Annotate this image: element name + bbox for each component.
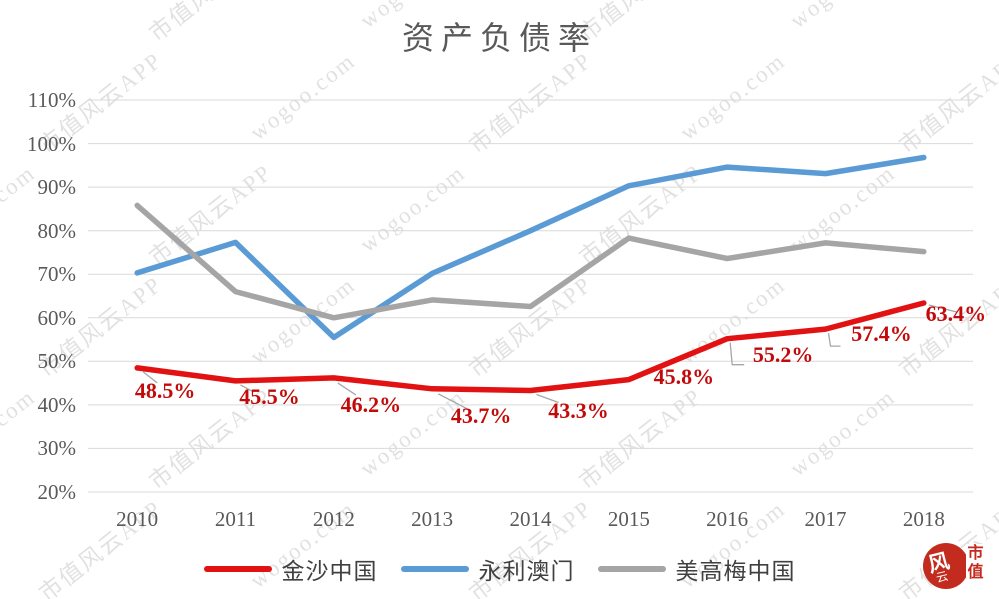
series-line-1 — [134, 154, 927, 341]
x-axis-label: 2018 — [902, 507, 945, 531]
x-axis-label: 2017 — [804, 507, 847, 531]
x-axis-label: 2016 — [706, 507, 749, 531]
x-axis-label: 2012 — [312, 507, 355, 531]
leader-line — [240, 384, 254, 393]
leader-line — [729, 342, 745, 366]
logo-seal-circle — [923, 543, 969, 589]
data-label: 43.7% — [450, 402, 512, 428]
legend-swatch — [203, 566, 272, 572]
y-axis-label: 50% — [37, 349, 77, 374]
x-axis-label: 2010 — [116, 507, 159, 531]
data-label: 48.5% — [134, 377, 196, 403]
legend-item: 金沙中国 — [203, 552, 378, 586]
y-axis-label: 30% — [37, 436, 77, 461]
leader-line — [928, 304, 957, 313]
logo-shi-char: 市 — [967, 545, 984, 562]
x-axis-label: 2013 — [411, 507, 454, 531]
legend-swatch — [597, 566, 666, 572]
y-axis-label: 20% — [37, 480, 77, 504]
data-label: 57.4% — [851, 321, 912, 347]
chart-title: 资产负债率 — [401, 20, 597, 56]
brand-logo: 风 云 市 值 — [923, 542, 985, 592]
y-axis-label: 80% — [37, 218, 77, 243]
y-axis-label: 70% — [37, 262, 77, 287]
y-axis-label: 60% — [37, 305, 77, 330]
leader-line — [142, 371, 158, 384]
x-axis-label: 2014 — [509, 507, 552, 531]
legend-swatch — [400, 566, 469, 572]
legend-label: 美高梅中国 — [675, 559, 796, 584]
y-axis-label: 40% — [37, 392, 77, 417]
legend-item: 美高梅中国 — [597, 552, 796, 586]
legend-label: 永利澳门 — [478, 559, 575, 584]
leader-line — [437, 393, 468, 410]
leader-line — [536, 393, 559, 404]
logo-text-column: 市 值 — [966, 544, 985, 583]
logo-zhi-char: 值 — [967, 564, 984, 582]
legend-item: 永利澳门 — [400, 552, 575, 586]
data-label: 55.2% — [752, 341, 814, 367]
leader-line — [337, 382, 357, 396]
series-line-2 — [134, 202, 927, 321]
data-label: 46.2% — [340, 391, 402, 417]
legend: 金沙中国 永利澳门 美高梅中国 — [0, 553, 999, 585]
series-line-0 — [134, 300, 927, 394]
y-axis-label: 90% — [37, 175, 77, 200]
y-axis-label: 100% — [27, 131, 76, 156]
data-label: 63.4% — [925, 300, 987, 326]
y-axis-label: 110% — [27, 88, 76, 112]
data-label: 45.5% — [239, 383, 300, 409]
x-axis-label: 2015 — [607, 507, 650, 531]
leader-line — [827, 333, 841, 347]
data-label: 45.8% — [653, 363, 715, 389]
data-label: 43.3% — [548, 397, 609, 423]
x-axis-label: 2011 — [214, 507, 257, 531]
legend-label: 金沙中国 — [281, 559, 378, 584]
